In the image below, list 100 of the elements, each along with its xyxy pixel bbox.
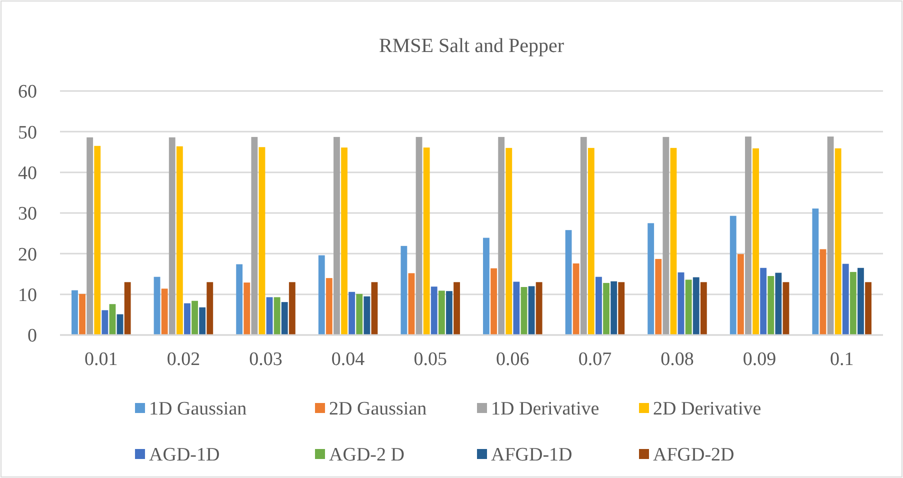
- bar: [326, 278, 332, 335]
- bar: [102, 310, 108, 335]
- bar: [596, 276, 602, 335]
- bar: [79, 294, 86, 335]
- bar: [199, 307, 206, 335]
- bar: [430, 286, 438, 335]
- bar: [685, 280, 692, 335]
- bar: [281, 302, 288, 335]
- x-tick-label: 0.02: [166, 349, 200, 370]
- bar: [274, 297, 280, 335]
- bar: [176, 146, 183, 335]
- x-tick-label: 0.01: [84, 349, 118, 370]
- bar: [618, 282, 625, 335]
- bar: [655, 258, 662, 335]
- x-tick-label: 0.05: [414, 349, 447, 370]
- bar: [730, 216, 736, 335]
- bar: [865, 282, 872, 335]
- y-tick-label: 20: [18, 244, 37, 266]
- bar: [192, 300, 198, 335]
- bar: [356, 294, 363, 335]
- bar: [438, 290, 445, 335]
- bar: [506, 148, 512, 335]
- y-tick-label: 50: [18, 122, 37, 144]
- legend-label: 1D Gaussian: [149, 398, 248, 420]
- bar: [341, 148, 348, 335]
- bar: [244, 282, 250, 335]
- bar: [364, 296, 370, 335]
- bar: [700, 282, 707, 335]
- bar: [94, 146, 101, 335]
- bar: [408, 273, 415, 335]
- y-tick-label: 10: [18, 284, 37, 306]
- legend-label: 1D Derivative: [491, 398, 600, 420]
- bar: [858, 268, 864, 335]
- bar: [154, 276, 160, 335]
- bar: [678, 272, 684, 335]
- bar: [251, 136, 258, 335]
- y-tick-label: 60: [18, 82, 37, 103]
- bar: [490, 268, 497, 335]
- bar: [124, 282, 131, 335]
- x-tick-label: 0.1: [830, 349, 854, 370]
- bar: [565, 230, 572, 335]
- bar: [184, 303, 190, 335]
- bar: [752, 148, 759, 335]
- bar: [760, 268, 767, 335]
- bar: [348, 292, 356, 335]
- bar: [288, 282, 296, 335]
- bar: [423, 148, 430, 335]
- bar: [775, 272, 782, 335]
- bar: [768, 276, 774, 335]
- bar: [258, 147, 266, 335]
- bar: [610, 281, 618, 335]
- bar: [109, 304, 116, 335]
- bar: [572, 263, 580, 335]
- bar: [662, 136, 670, 335]
- bar: [334, 136, 340, 335]
- y-tick-label: 40: [18, 162, 37, 184]
- bar: [513, 282, 520, 335]
- bar: [446, 291, 452, 335]
- bar: [498, 136, 505, 335]
- bar: [318, 255, 325, 335]
- legend-label: AFGD-2D: [653, 444, 734, 466]
- legend-label: 2D Derivative: [653, 398, 762, 420]
- x-tick-label: 0.08: [660, 349, 694, 370]
- bar: [206, 282, 214, 335]
- bar: [737, 254, 744, 335]
- y-tick-label: 30: [18, 204, 37, 225]
- legend-label: AFGD-1D: [491, 444, 572, 466]
- bar: [820, 249, 826, 335]
- bar: [670, 148, 677, 335]
- bar: [745, 136, 752, 335]
- x-tick-label: 0.03: [249, 349, 282, 370]
- bar: [266, 297, 273, 335]
- bar: [236, 264, 243, 335]
- bar: [86, 137, 94, 335]
- bar: [580, 136, 587, 335]
- bar: [782, 282, 790, 335]
- x-tick-label: 0.07: [578, 349, 612, 370]
- bar: [116, 314, 124, 335]
- bar: [834, 148, 842, 335]
- x-tick-label: 0.06: [496, 349, 530, 370]
- bar: [161, 288, 168, 335]
- bar: [692, 277, 700, 335]
- bar: [850, 272, 856, 335]
- bar: [536, 282, 542, 335]
- bar: [483, 238, 490, 335]
- x-tick-label: 0.09: [742, 349, 776, 370]
- bar: [842, 264, 849, 335]
- y-tick-label: 0: [28, 326, 37, 347]
- bar: [603, 282, 610, 335]
- bar: [400, 246, 408, 335]
- legend-label: AGD-1D: [149, 444, 220, 466]
- bar: [72, 290, 78, 335]
- bar: [454, 282, 460, 335]
- chart-title: RMSE Salt and Pepper: [379, 35, 564, 57]
- bar: [648, 223, 654, 335]
- bar: [528, 286, 535, 335]
- bar: [168, 137, 176, 335]
- bar: [416, 136, 422, 335]
- bar: [520, 287, 528, 335]
- bar: [588, 148, 594, 335]
